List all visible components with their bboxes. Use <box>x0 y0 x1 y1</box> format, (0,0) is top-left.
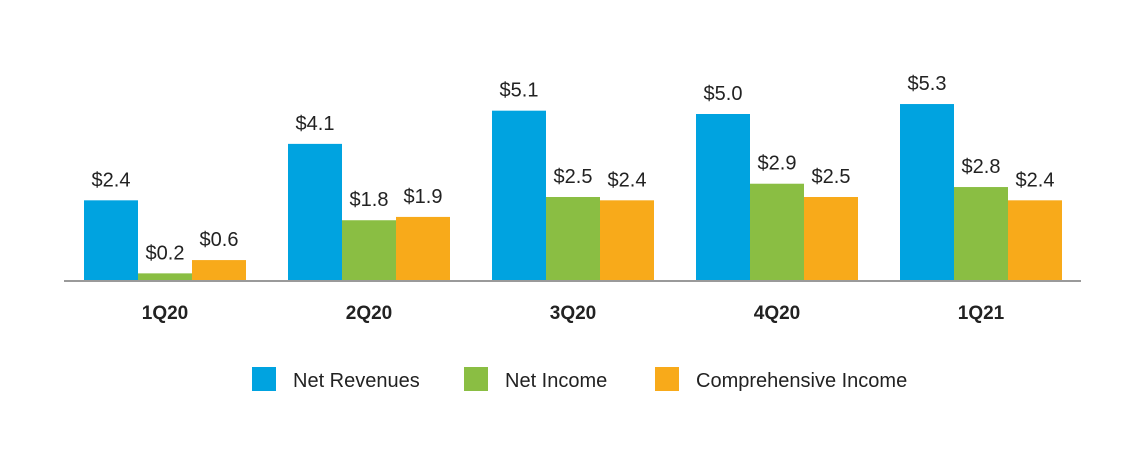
bar-net-income-4q20 <box>750 183 804 280</box>
legend-swatch-net-income <box>464 367 488 391</box>
legend-swatch-net-revenues <box>252 367 276 391</box>
value-label-net-income-3q20: $2.5 <box>554 166 593 188</box>
bar-comprehensive-income-4q20 <box>804 197 858 280</box>
category-label-1q21: 1Q21 <box>958 303 1005 324</box>
legend-label-net-income: Net Income <box>505 370 607 392</box>
value-label-comprehensive-income-1q20: $0.6 <box>200 229 239 251</box>
legend-swatch-comprehensive-income <box>655 367 679 391</box>
bar-net-income-1q20 <box>138 273 192 280</box>
bar-net-revenues-4q20 <box>696 114 750 280</box>
bar-net-revenues-3q20 <box>492 110 546 281</box>
value-label-net-revenues-1q20: $2.4 <box>92 169 131 191</box>
value-label-net-income-1q21: $2.8 <box>962 156 1001 178</box>
legend-label-comprehensive-income: Comprehensive Income <box>696 370 907 392</box>
value-label-net-revenues-2q20: $4.1 <box>296 113 335 135</box>
bar-comprehensive-income-1q21 <box>1008 200 1062 280</box>
legend: Net Revenues Net Income Comprehensive Inco… <box>252 367 907 392</box>
value-label-net-revenues-1q21: $5.3 <box>908 73 947 95</box>
value-labels-layer: $2.4 $0.2 $0.6 $4.1 $1.8 $1.9 $5.1 $2.5 $2.4 $5.0… <box>92 73 1055 264</box>
value-label-net-income-2q20: $1.8 <box>350 189 389 211</box>
category-label-3q20: 3Q20 <box>550 303 596 324</box>
value-label-net-revenues-3q20: $5.1 <box>500 80 539 102</box>
bar-net-income-2q20 <box>342 220 396 280</box>
value-label-net-revenues-4q20: $5.0 <box>704 83 743 105</box>
bar-net-revenues-1q21 <box>900 104 954 280</box>
category-label-2q20: 2Q20 <box>346 303 392 324</box>
value-label-net-income-4q20: $2.9 <box>758 153 797 175</box>
bar-comprehensive-income-3q20 <box>600 200 654 280</box>
bar-net-income-1q21 <box>954 187 1008 280</box>
bar-comprehensive-income-1q20 <box>192 260 246 280</box>
value-label-comprehensive-income-3q20: $2.4 <box>608 169 647 191</box>
value-label-net-income-1q20: $0.2 <box>146 242 185 264</box>
bar-net-income-3q20 <box>546 197 600 280</box>
legend-label-net-revenues: Net Revenues <box>293 370 420 392</box>
bar-net-revenues-2q20 <box>288 143 342 280</box>
category-label-1q20: 1Q20 <box>142 303 188 324</box>
value-label-comprehensive-income-1q21: $2.4 <box>1016 169 1055 191</box>
bar-net-revenues-1q20 <box>84 200 138 280</box>
bar-comprehensive-income-2q20 <box>396 216 450 280</box>
bars-layer <box>84 104 1062 281</box>
category-labels-layer: 1Q20 2Q20 3Q20 4Q20 1Q21 <box>142 303 1005 324</box>
category-label-4q20: 4Q20 <box>754 303 800 324</box>
value-label-comprehensive-income-2q20: $1.9 <box>404 186 443 208</box>
value-label-comprehensive-income-4q20: $2.5 <box>812 166 851 188</box>
